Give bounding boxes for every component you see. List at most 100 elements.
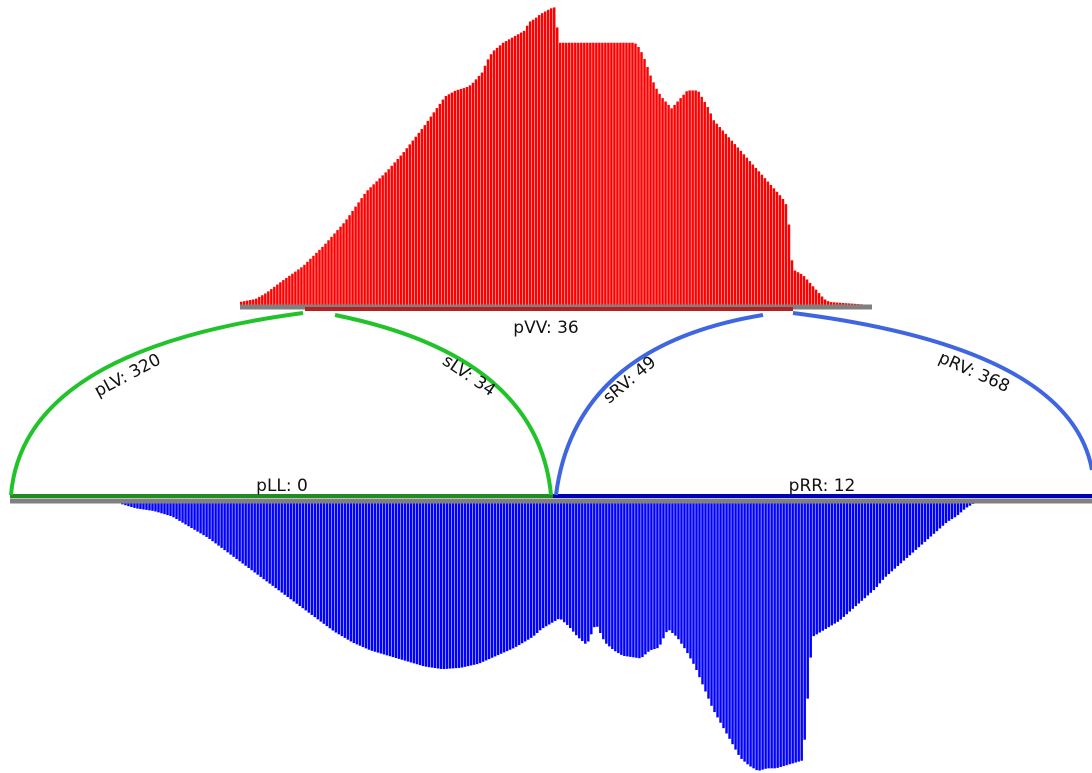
top-bar	[847, 303, 851, 305]
bottom-bar	[560, 503, 563, 620]
top-bar	[574, 42, 577, 305]
bottom-bar	[791, 503, 794, 764]
top-bar	[360, 198, 363, 305]
top-bar	[769, 184, 773, 305]
bottom-bar	[659, 503, 662, 645]
bottom-bar	[704, 503, 707, 692]
bottom-bar	[776, 503, 779, 768]
bottom-bar	[382, 503, 386, 655]
bottom-bar	[815, 503, 818, 635]
top-bar	[411, 140, 415, 305]
top-bar	[697, 91, 700, 305]
bottom-bar	[469, 503, 473, 666]
top-bar	[634, 43, 637, 306]
bottom-bar	[259, 503, 262, 577]
bottom-bar	[490, 503, 494, 658]
bottom-bar	[217, 503, 220, 546]
bottom-bar	[572, 503, 575, 632]
bottom-bar	[355, 503, 359, 645]
bottom-bar	[875, 503, 879, 587]
top-bar	[625, 42, 628, 305]
top-bar	[595, 42, 598, 305]
top-bar	[703, 101, 706, 306]
top-bar	[513, 35, 517, 305]
bottom-bar	[271, 503, 274, 586]
top-bar	[330, 236, 333, 305]
bottom-bar	[121, 503, 124, 505]
top-bar	[489, 54, 493, 305]
top-bar	[763, 178, 767, 305]
bottom-bar	[391, 503, 395, 658]
top-bar	[264, 293, 267, 305]
bottom-bar	[439, 503, 443, 669]
top-bar	[811, 286, 815, 305]
label-prr: pRR: 12	[789, 476, 856, 496]
bottom-bar	[514, 503, 518, 647]
bottom-bar	[313, 503, 317, 618]
bottom-bar	[887, 503, 891, 575]
top-bar	[706, 107, 709, 305]
top-bar	[276, 284, 279, 305]
top-bar	[324, 243, 327, 305]
top-bar	[730, 140, 734, 305]
top-bar	[766, 181, 770, 305]
top-bar	[700, 96, 703, 305]
top-bar	[456, 89, 460, 305]
top-bar	[504, 41, 508, 306]
top-bar	[510, 37, 514, 306]
top-bar	[754, 167, 758, 305]
top-bar	[796, 272, 800, 305]
bottom-bar	[872, 503, 876, 591]
bottom-bar	[821, 503, 824, 631]
top-bar	[363, 193, 366, 305]
top-bar	[474, 79, 478, 306]
bottom-bar	[454, 503, 458, 669]
label-pvv: pVV: 36	[513, 318, 578, 338]
bottom-bar	[337, 503, 341, 635]
top-bar	[568, 42, 571, 305]
bottom-bar	[535, 503, 539, 633]
bottom-bar	[343, 503, 347, 638]
top-bar	[838, 302, 842, 305]
bottom-bar	[397, 503, 401, 659]
top-bar	[312, 255, 315, 305]
top-bar	[772, 188, 776, 305]
top-bar	[829, 302, 833, 305]
top-bar	[820, 296, 824, 305]
bottom-bar	[346, 503, 350, 640]
bottom-bar	[782, 503, 785, 767]
top-bar	[459, 88, 463, 305]
bottom-bar	[211, 503, 214, 542]
top-bar	[652, 82, 655, 305]
bottom-bar	[662, 503, 665, 639]
bottom-bar	[866, 503, 870, 596]
bottom-bar	[716, 503, 719, 718]
top-bar	[303, 264, 306, 305]
top-bar	[616, 42, 619, 305]
bottom-bar	[442, 503, 446, 670]
bottom-bar	[232, 503, 235, 557]
bottom-bar	[827, 503, 830, 628]
bottom-bar	[557, 503, 560, 620]
top-bar	[288, 275, 291, 305]
top-bar	[640, 52, 643, 305]
top-bar	[534, 17, 538, 305]
bottom-bar	[599, 503, 602, 633]
bottom-bar	[403, 503, 407, 661]
top-bar	[438, 103, 442, 305]
bottom-bar	[280, 503, 283, 593]
top-bar	[658, 93, 661, 305]
bottom-bar	[638, 503, 641, 659]
top-bar	[549, 8, 553, 306]
top-bar	[745, 157, 749, 305]
bottom-bar	[172, 503, 175, 518]
top-bar	[255, 298, 258, 305]
top-bar	[790, 260, 794, 305]
top-bar	[270, 289, 273, 305]
top-bar	[709, 113, 712, 306]
top-bar	[793, 270, 797, 305]
top-bar	[432, 112, 436, 305]
top-bar	[318, 249, 321, 305]
top-bar	[357, 202, 360, 305]
